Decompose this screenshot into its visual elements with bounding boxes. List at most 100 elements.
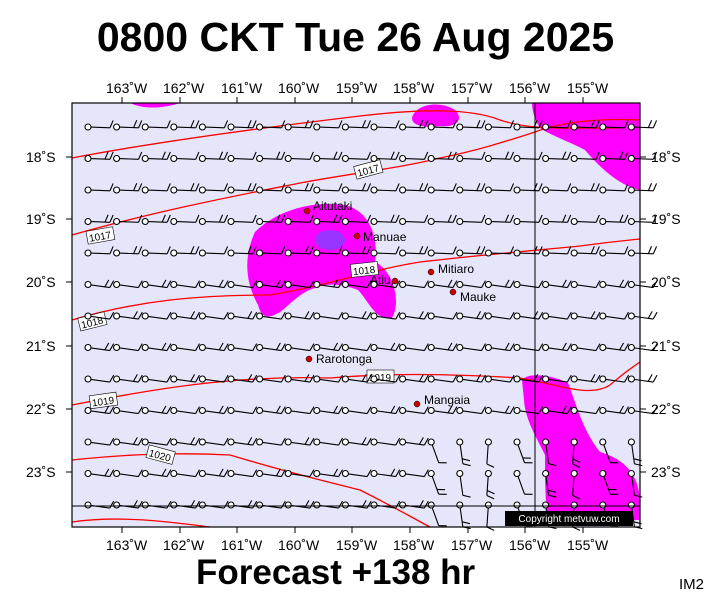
chart-title: 0800 CKT Tue 26 Aug 2025 <box>96 14 615 60</box>
wind-barb <box>341 343 372 352</box>
wind-barb <box>256 246 286 257</box>
wind-barb <box>627 151 658 163</box>
lat-label-left: 19˚S <box>26 211 56 227</box>
wind-barb <box>570 120 600 131</box>
isobar-label: 1019 <box>88 391 119 409</box>
wind-barb <box>341 214 372 226</box>
lon-label-bottom: 156˚W <box>509 537 551 553</box>
lat-label-right: 22˚S <box>651 401 681 417</box>
wind-barb <box>570 214 600 226</box>
wind-barb <box>484 469 495 500</box>
wind-barb <box>627 406 658 415</box>
wind-barb <box>313 151 343 163</box>
wind-barb <box>542 279 572 289</box>
wind-barb <box>84 214 114 226</box>
lon-label-bottom: 155˚W <box>567 537 609 553</box>
wind-barb <box>313 311 343 320</box>
wind-barb <box>427 151 457 163</box>
wind-barb <box>84 246 114 257</box>
wind-barb <box>113 469 143 478</box>
wind-barb <box>284 246 314 257</box>
wind-barb <box>113 246 143 257</box>
svg-text:1019: 1019 <box>91 395 115 409</box>
svg-text:Rarotonga: Rarotonga <box>316 352 372 366</box>
wind-barb <box>513 374 544 383</box>
island-atiu: Atiu <box>370 273 399 287</box>
wind-barb <box>484 151 515 163</box>
wind-barb <box>256 311 286 320</box>
wind-barb <box>484 438 495 468</box>
wind-barb <box>513 343 544 352</box>
wind-barb <box>542 120 572 131</box>
wind-barb <box>341 437 372 446</box>
wind-barb <box>427 311 458 320</box>
wind-barb <box>84 311 115 320</box>
wind-barb <box>256 214 286 226</box>
wind-barb <box>427 279 458 289</box>
wind-barb <box>113 311 143 320</box>
wind-barb <box>256 342 286 352</box>
lat-label-left: 21˚S <box>26 338 56 354</box>
wind-barb <box>456 214 486 226</box>
wind-barb <box>599 183 629 194</box>
wind-barb <box>484 246 515 257</box>
wind-barb <box>141 214 171 226</box>
wind-barb <box>599 405 629 415</box>
wind-barb <box>284 374 315 383</box>
wind-barb <box>570 343 601 352</box>
svg-text:1017: 1017 <box>88 230 112 245</box>
wind-barb <box>513 183 543 194</box>
wind-barb <box>198 151 229 163</box>
wind-barb <box>599 342 629 352</box>
wind-barb <box>141 342 172 352</box>
wind-barb <box>84 342 115 352</box>
wind-barb <box>284 437 315 446</box>
wind-barb <box>227 280 258 289</box>
forecast-label: Forecast +138 hr <box>196 553 476 592</box>
wind-barb <box>570 406 601 415</box>
wind-barb <box>198 405 229 415</box>
lat-label-left: 22˚S <box>26 401 56 417</box>
wind-barb <box>227 246 257 257</box>
wind-barb <box>513 151 543 163</box>
wind-barb <box>513 120 543 131</box>
svg-text:Manuae: Manuae <box>363 230 407 244</box>
wind-barb <box>284 183 314 194</box>
wind-barb <box>484 405 515 415</box>
wind-barb <box>599 214 629 226</box>
wind-barb <box>256 437 286 446</box>
wind-barb <box>170 183 200 194</box>
wind-barb <box>284 311 315 320</box>
wind-barb <box>141 246 171 257</box>
wind-barb <box>113 406 143 415</box>
wind-barb <box>399 280 429 289</box>
lat-label-right: 21˚S <box>651 338 681 354</box>
wind-barb <box>399 374 429 383</box>
wind-barb <box>198 214 229 226</box>
wind-barb <box>141 120 171 131</box>
wind-barb <box>84 183 114 194</box>
wind-barb <box>370 405 401 415</box>
wind-barb <box>370 151 400 163</box>
svg-text:1018: 1018 <box>80 315 105 331</box>
wind-barb <box>84 468 115 478</box>
wind-barb <box>84 151 114 163</box>
wind-barb <box>399 183 429 194</box>
wind-barb <box>341 246 372 257</box>
island-mangaia: Mangaia <box>413 393 470 408</box>
wind-barb <box>370 246 400 257</box>
island-manuae: Manuae <box>353 230 407 244</box>
svg-text:Atiu: Atiu <box>370 273 391 287</box>
island-aitutaki: Aitutaki <box>303 199 352 215</box>
wind-barb <box>627 343 658 352</box>
wind-barb <box>141 279 172 289</box>
wind-barb <box>599 120 629 131</box>
wind-barb <box>284 406 315 415</box>
isobar-label: 1019 <box>366 369 395 384</box>
wind-barb <box>113 214 143 226</box>
wind-barb <box>256 468 286 478</box>
wind-barb <box>227 120 257 131</box>
wind-barb <box>313 374 343 383</box>
lon-label-bottom: 163˚W <box>106 537 148 553</box>
wind-barb <box>141 437 172 446</box>
